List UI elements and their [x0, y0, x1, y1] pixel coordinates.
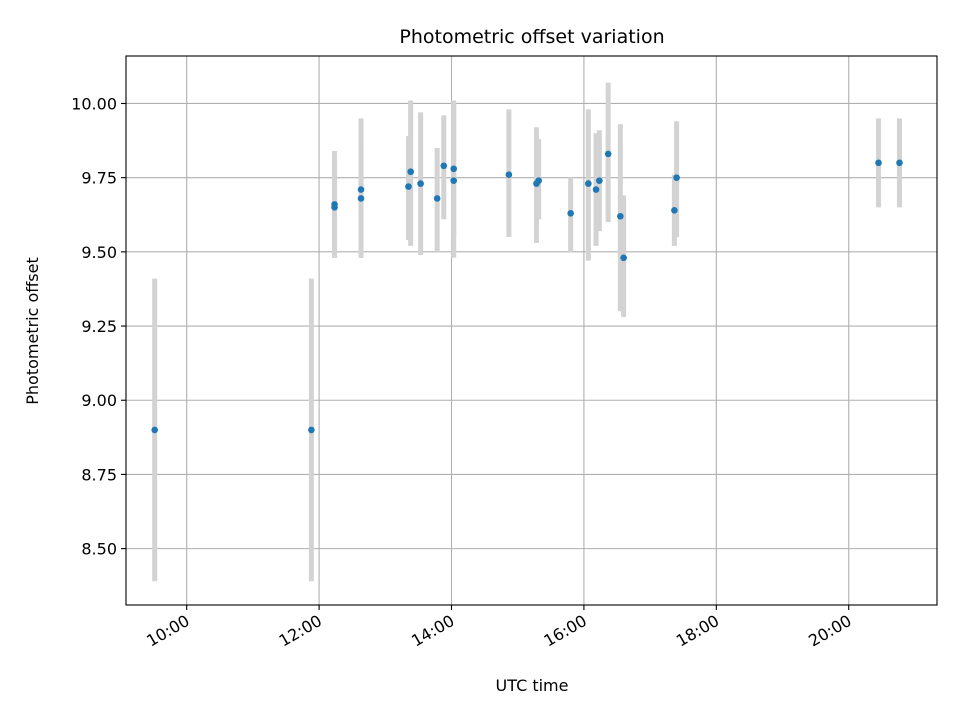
y-tick-label: 8.50 — [81, 540, 117, 559]
data-point — [151, 426, 158, 434]
data-point — [875, 159, 882, 167]
y-tick-label: 8.75 — [81, 465, 117, 484]
y-axis-label: Photometric offset — [23, 257, 42, 405]
grid-lines — [126, 56, 937, 605]
data-point — [357, 195, 365, 202]
data-point — [596, 177, 603, 184]
y-tick-label: 9.50 — [81, 243, 117, 262]
data-point — [535, 177, 542, 184]
data-point — [604, 150, 612, 158]
data-points — [151, 150, 903, 434]
data-point — [617, 212, 624, 220]
data-point — [450, 165, 458, 173]
data-point — [357, 186, 365, 193]
y-axis-ticks: 8.50 8.75 9.00 9.25 9.50 9.75 10.00 — [71, 94, 126, 559]
data-point — [308, 426, 315, 434]
data-point — [407, 168, 414, 176]
data-point — [450, 177, 458, 184]
data-point — [671, 207, 678, 214]
data-point — [417, 180, 424, 187]
data-point — [440, 162, 448, 170]
data-point — [585, 180, 592, 187]
y-tick-label: 9.75 — [81, 169, 117, 188]
data-point — [433, 195, 441, 202]
data-point — [620, 254, 627, 262]
data-point — [331, 204, 338, 211]
data-point — [505, 171, 513, 179]
plot-frame — [125, 55, 938, 606]
data-point — [673, 174, 680, 181]
data-point — [896, 159, 903, 167]
chart-title: Photometric offset variation — [399, 26, 664, 48]
x-axis-label: UTC time — [496, 676, 569, 695]
y-tick-label: 9.25 — [81, 317, 117, 336]
data-point — [567, 209, 574, 217]
data-point — [592, 186, 600, 193]
y-tick-label: 10.00 — [71, 94, 117, 113]
data-point — [405, 183, 412, 190]
y-tick-label: 9.00 — [81, 391, 117, 410]
